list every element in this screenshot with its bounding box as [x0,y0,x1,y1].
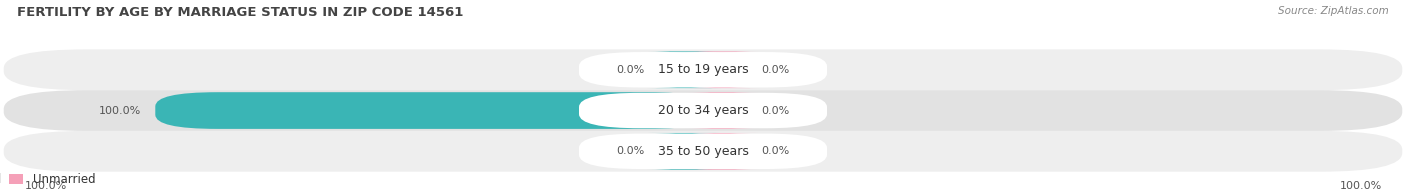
Text: 100.0%: 100.0% [24,181,66,191]
FancyBboxPatch shape [686,51,758,88]
FancyBboxPatch shape [686,92,758,129]
Text: 0.0%: 0.0% [762,146,790,156]
FancyBboxPatch shape [4,49,1402,90]
Text: 20 to 34 years: 20 to 34 years [658,104,748,117]
Text: 100.0%: 100.0% [100,105,142,116]
Text: 35 to 50 years: 35 to 50 years [658,145,748,158]
FancyBboxPatch shape [648,51,720,88]
FancyBboxPatch shape [4,90,1402,131]
FancyBboxPatch shape [686,133,758,170]
FancyBboxPatch shape [155,92,710,129]
Text: 0.0%: 0.0% [616,146,644,156]
FancyBboxPatch shape [579,134,827,169]
Text: 0.0%: 0.0% [762,105,790,116]
Text: Source: ZipAtlas.com: Source: ZipAtlas.com [1278,6,1389,16]
Text: 15 to 19 years: 15 to 19 years [658,63,748,76]
Text: 0.0%: 0.0% [616,65,644,75]
FancyBboxPatch shape [4,131,1402,172]
FancyBboxPatch shape [648,133,720,170]
FancyBboxPatch shape [579,52,827,87]
FancyBboxPatch shape [579,93,827,128]
Text: 100.0%: 100.0% [1340,181,1382,191]
Text: FERTILITY BY AGE BY MARRIAGE STATUS IN ZIP CODE 14561: FERTILITY BY AGE BY MARRIAGE STATUS IN Z… [17,6,463,19]
Legend: Married, Unmarried: Married, Unmarried [0,173,96,186]
Text: 0.0%: 0.0% [762,65,790,75]
